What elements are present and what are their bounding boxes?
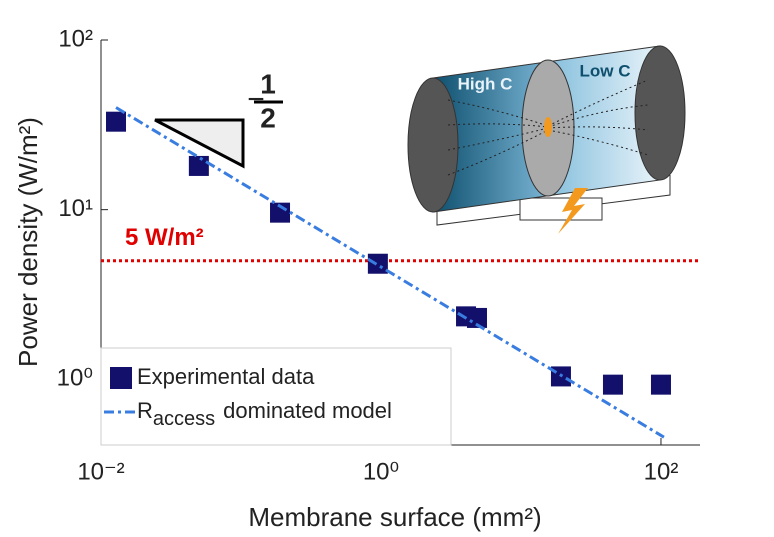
y-axis-label: Power density (W/m²) — [13, 117, 43, 367]
marker — [650, 374, 671, 395]
inset-label: High C — [458, 74, 513, 93]
y-tick-label: 10¹ — [58, 195, 93, 222]
inset-label: Low C — [580, 61, 631, 80]
end-cap — [634, 45, 686, 181]
x-tick-label: 10⁰ — [363, 458, 399, 485]
model-line — [115, 106, 665, 439]
bolt — [558, 188, 588, 234]
y-tick-label: 10⁰ — [57, 365, 93, 392]
load — [519, 197, 603, 221]
x-axis-label: Membrane surface (mm²) — [248, 502, 541, 532]
legend-label: Experimental data — [137, 364, 315, 389]
marker — [106, 111, 127, 132]
slope-numerator: 1 — [260, 68, 276, 99]
legend-label-part: dominated model — [223, 398, 392, 423]
reference-label: 5 W/m² — [125, 224, 204, 251]
legend-label-part: R — [137, 398, 153, 423]
legend-label-sub: access — [153, 408, 215, 430]
legend-marker — [110, 367, 132, 389]
legend-label: Raccess dominated model — [137, 398, 392, 430]
slope-sign: − — [247, 83, 265, 116]
marker — [466, 307, 487, 328]
field-lines — [447, 79, 649, 176]
marker — [367, 253, 388, 274]
end-cap — [407, 77, 459, 213]
x-tick-label: 10² — [644, 458, 679, 485]
x-tick-label: 10⁻² — [77, 458, 124, 485]
marker — [188, 155, 209, 176]
nanopore — [544, 117, 552, 137]
marker — [602, 374, 623, 395]
legend-box — [100, 347, 452, 446]
slope-triangle — [154, 118, 245, 169]
inset-diagram: High C Low C — [407, 45, 686, 234]
slope-denominator: 2 — [260, 102, 276, 133]
y-tick-label: 10² — [58, 25, 93, 52]
